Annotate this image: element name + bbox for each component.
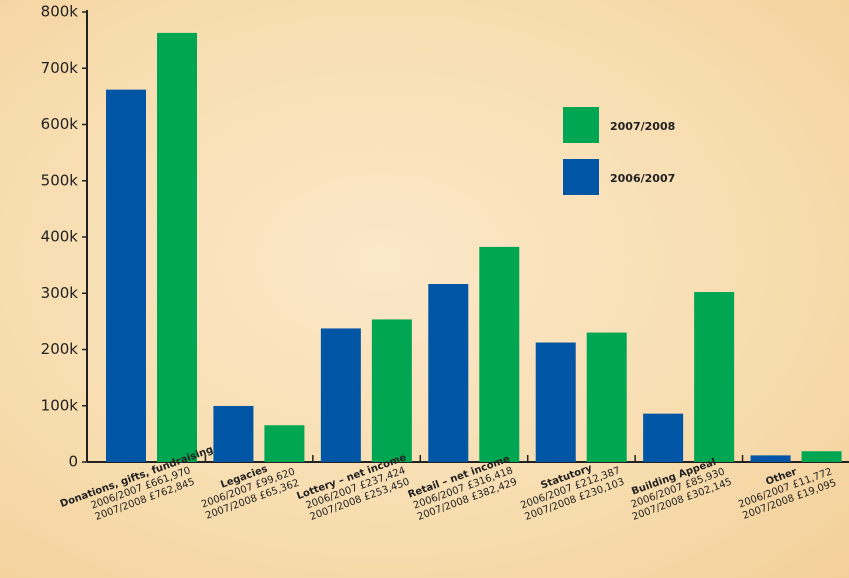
bar	[371, 319, 412, 462]
legend-label: 2006/2007	[610, 172, 675, 185]
legend-label: 2007/2008	[610, 120, 675, 133]
y-tick-label: 600k	[41, 115, 79, 133]
bar	[801, 451, 842, 462]
y-tick-label: 800k	[41, 3, 79, 21]
bar	[535, 342, 576, 462]
y-tick-label: 500k	[41, 171, 79, 189]
y-tick-label: 700k	[41, 59, 79, 77]
legend-swatch	[563, 107, 599, 143]
bar	[586, 332, 627, 462]
bar	[643, 413, 684, 462]
y-tick-label: 200k	[41, 340, 79, 358]
bar	[694, 292, 735, 462]
bar	[320, 328, 361, 462]
bar	[479, 246, 520, 462]
bar	[106, 89, 146, 462]
y-tick-label: 100k	[41, 396, 79, 414]
bar	[157, 32, 197, 462]
y-tick-label: 300k	[41, 284, 79, 302]
bar	[428, 284, 469, 462]
y-tick-label: 0	[68, 453, 78, 471]
legend-swatch	[563, 159, 599, 195]
bar	[213, 405, 254, 462]
y-tick-label: 400k	[41, 228, 79, 246]
bar	[264, 425, 305, 462]
bar	[750, 455, 791, 462]
